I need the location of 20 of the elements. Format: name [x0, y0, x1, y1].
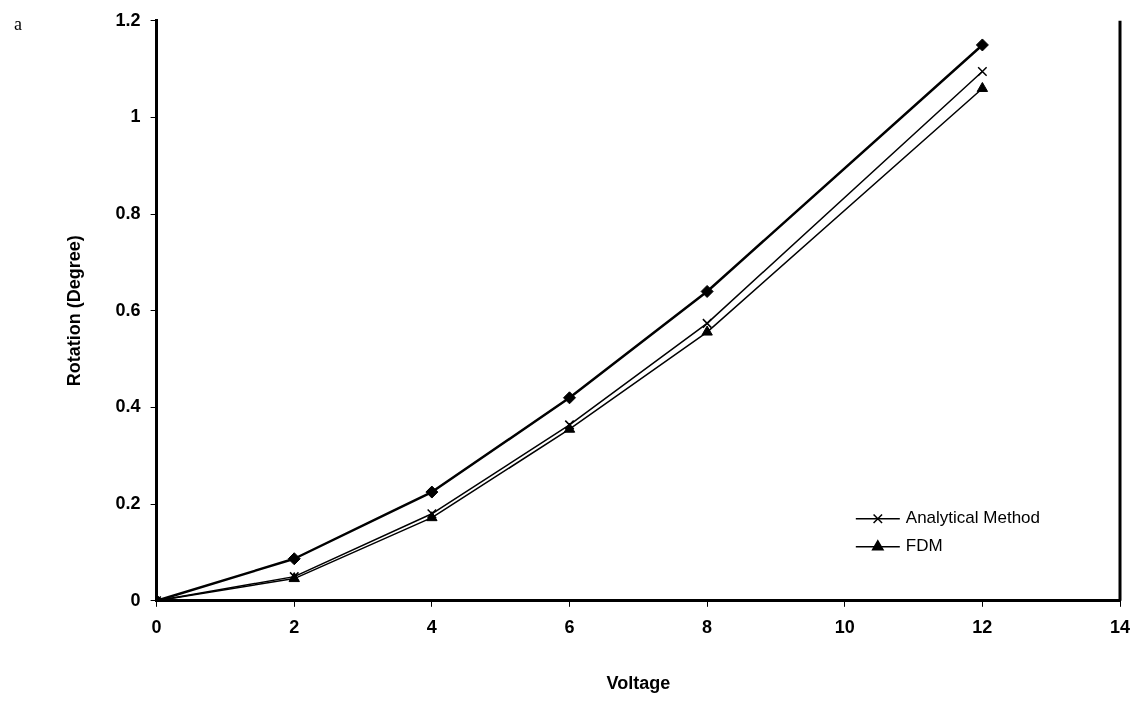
x-axis-title: Voltage — [606, 673, 671, 694]
x-tick-label: 0 — [151, 616, 162, 637]
x-tick-label: 8 — [702, 616, 713, 637]
y-tick-label: 0.6 — [115, 299, 141, 320]
legend-label: FDM — [905, 536, 943, 556]
x-tick-label: 14 — [1109, 616, 1131, 637]
y-tick-label: 1 — [130, 106, 141, 127]
y-axis-title: Rotation (Degree) — [63, 235, 84, 387]
x-tick-label: 2 — [289, 616, 300, 637]
y-tick-label: 1.2 — [115, 9, 141, 30]
y-tick-label: 0.8 — [115, 203, 141, 224]
x-tick-label: 6 — [564, 616, 575, 637]
y-tick-label: 0 — [130, 589, 141, 610]
y-tick-label: 0.2 — [115, 493, 141, 514]
x-tick-label: 4 — [426, 616, 437, 637]
x-tick-label: 10 — [834, 616, 855, 637]
y-tick-label: 0.4 — [115, 396, 141, 417]
text: a — [14, 14, 22, 35]
x-tick-label: 12 — [972, 616, 993, 637]
legend-label: Analytical Method — [905, 508, 1041, 528]
